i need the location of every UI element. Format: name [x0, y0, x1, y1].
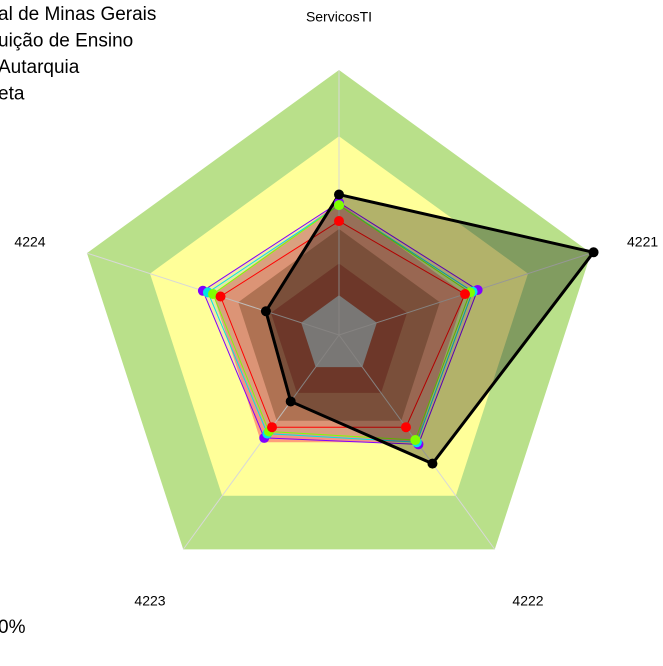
series-point: [400, 422, 411, 433]
series-point: [334, 200, 344, 211]
series-point: [334, 216, 344, 227]
series-point: [410, 435, 421, 446]
series-point: [260, 306, 271, 317]
annotation: 0%: [0, 617, 26, 638]
series-point: [588, 247, 599, 258]
series-point: [460, 289, 471, 300]
series-point: [267, 422, 278, 433]
series-point: [285, 396, 296, 407]
axis-label: 4224: [14, 234, 45, 250]
series-area: [207, 204, 474, 443]
series-point: [427, 458, 438, 469]
legend-label: eta: [0, 84, 25, 105]
spoke: [182, 334, 340, 550]
axis-label: 4221: [627, 234, 658, 250]
series-area: [202, 201, 479, 445]
series-area: [212, 204, 471, 441]
legend-label: Autarquia: [0, 57, 80, 78]
axis-label: ServicosTI: [306, 9, 372, 25]
legend-label: uição de Ensino: [0, 31, 133, 52]
axis-label: 4222: [512, 593, 543, 609]
series-point: [215, 291, 226, 302]
series-point: [207, 289, 218, 300]
series-point: [334, 189, 344, 200]
series-area: [264, 192, 597, 466]
legend-label: al de Minas Gerais: [0, 4, 156, 25]
axis-label: 4223: [134, 593, 165, 609]
series-area: [219, 220, 466, 428]
